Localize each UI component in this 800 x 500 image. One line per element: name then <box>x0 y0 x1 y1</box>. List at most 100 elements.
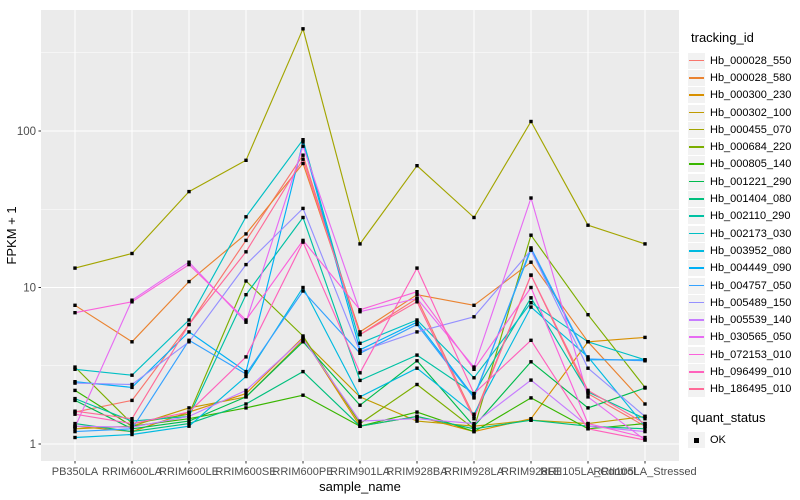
data-point <box>643 242 647 246</box>
data-point <box>244 372 248 376</box>
data-point <box>529 248 533 252</box>
x-tick-label: RRIM600SE <box>215 466 276 478</box>
legend-label: Hb_001404_080 <box>710 193 792 206</box>
data-point <box>643 359 647 363</box>
data-point <box>586 366 590 370</box>
data-point <box>301 161 305 166</box>
legend-label: Hb_072153_010 <box>710 348 792 361</box>
legend-entry: Hb_000455_070 <box>688 121 798 138</box>
data-point <box>415 293 419 297</box>
legend-label: Hb_000028_580 <box>710 71 792 84</box>
data-point <box>415 359 419 363</box>
data-point <box>73 396 77 401</box>
data-point <box>529 196 533 200</box>
data-point <box>586 424 590 428</box>
legend-key <box>688 294 705 311</box>
legend-key-line-icon <box>689 128 704 131</box>
data-point <box>187 322 191 327</box>
data-point <box>472 427 476 431</box>
data-point <box>472 424 476 428</box>
legend-entry: Hb_030565_050 <box>688 329 798 346</box>
data-point <box>358 421 362 426</box>
legend-key <box>688 312 705 329</box>
legend-key-line-icon <box>689 232 704 235</box>
data-point <box>643 386 647 390</box>
data-point <box>73 266 77 270</box>
legend-entry: Hb_004449_090 <box>688 260 798 277</box>
x-axis-title: sample_name <box>319 479 401 494</box>
data-point <box>643 435 647 440</box>
data-point <box>529 260 533 264</box>
legend-entry: Hb_005539_140 <box>688 311 798 329</box>
legend-key <box>688 191 705 208</box>
legend-key-line-icon <box>689 319 704 321</box>
data-point <box>472 303 476 307</box>
data-point <box>415 382 419 387</box>
data-point <box>643 414 647 419</box>
legend-label: Hb_186495_010 <box>710 383 792 396</box>
legend-key <box>688 277 705 294</box>
data-point <box>301 206 305 211</box>
data-point <box>130 373 134 377</box>
data-point <box>187 279 191 284</box>
legend-key <box>688 69 705 86</box>
quant-legend-key <box>688 431 705 448</box>
data-point <box>187 419 191 423</box>
legend-key <box>688 242 705 259</box>
data-point <box>529 273 533 277</box>
data-point <box>301 334 305 338</box>
legend-key <box>688 346 705 363</box>
data-point <box>472 396 476 400</box>
data-point <box>187 260 191 264</box>
data-point <box>586 427 590 431</box>
data-point <box>187 318 191 322</box>
data-point <box>358 424 362 428</box>
data-point <box>187 414 191 419</box>
data-point <box>130 340 134 344</box>
x-tick-label: PB350LA <box>52 466 99 478</box>
legend-label: Hb_000028_550 <box>710 54 792 67</box>
data-point <box>586 421 590 426</box>
data-point <box>130 398 134 403</box>
data-point <box>244 369 248 374</box>
x-tick-label: RRIM600LE <box>159 466 219 478</box>
data-point <box>643 335 647 340</box>
legend-entry: Hb_000300_230 <box>688 87 798 104</box>
data-point <box>643 421 647 426</box>
legend-key-line-icon <box>689 353 704 356</box>
data-point <box>187 262 191 267</box>
data-point <box>301 215 305 220</box>
data-point <box>130 382 134 387</box>
data-point <box>643 417 647 421</box>
data-point <box>529 305 533 309</box>
data-point <box>301 289 305 293</box>
data-point <box>244 250 248 254</box>
data-point <box>586 388 590 393</box>
data-point <box>244 355 248 359</box>
legend-label: Hb_004757_050 <box>710 279 792 292</box>
legend-key <box>688 87 705 104</box>
legend-entry: Hb_001404_080 <box>688 190 798 208</box>
legend-entry: Hb_000805_140 <box>688 156 798 173</box>
y-tick-label: 10 <box>23 283 36 295</box>
legend-label: Hb_003952_080 <box>710 244 792 257</box>
data-point <box>358 403 362 407</box>
data-point <box>73 425 77 429</box>
data-point <box>130 300 134 304</box>
data-point <box>358 395 362 399</box>
legend-key-line-icon <box>689 284 704 287</box>
data-point <box>529 301 533 305</box>
data-point <box>643 438 647 442</box>
legend-title: tracking_id <box>691 30 754 45</box>
data-point <box>586 406 590 410</box>
data-point <box>472 421 476 426</box>
data-point <box>73 388 77 393</box>
legend-key <box>688 52 705 69</box>
data-point <box>358 378 362 383</box>
data-point <box>358 371 362 375</box>
data-point <box>244 232 248 236</box>
legend-key <box>688 173 705 190</box>
legend-entry: Hb_000028_580 <box>688 69 798 86</box>
data-point <box>73 398 77 403</box>
